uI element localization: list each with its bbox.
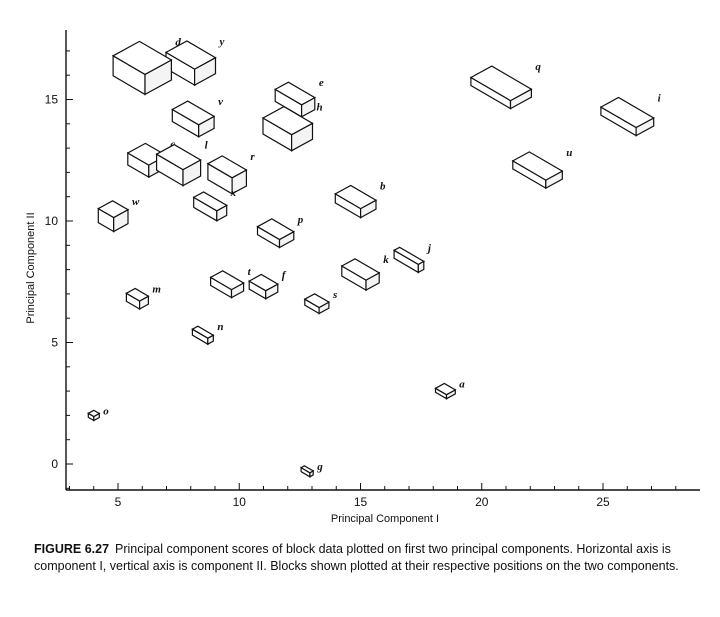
block-i: i bbox=[599, 92, 662, 137]
block-top-face bbox=[334, 184, 378, 210]
block-w: w bbox=[97, 196, 140, 233]
x-tick-label: 20 bbox=[475, 495, 489, 509]
block-label-s: s bbox=[332, 289, 337, 301]
block-label-u: u bbox=[566, 147, 572, 159]
blocks-layer: y d q e i v h c l u r b x w p j k t f m s n a o g bbox=[87, 36, 662, 478]
block-t: t bbox=[209, 266, 252, 299]
block-top-face bbox=[87, 409, 101, 418]
block-top-face bbox=[340, 258, 381, 281]
block-j: j bbox=[392, 242, 432, 274]
block-label-w: w bbox=[132, 196, 140, 208]
block-top-face bbox=[261, 105, 314, 136]
block-label-d: d bbox=[175, 36, 181, 48]
x-tick-label: 25 bbox=[596, 495, 610, 509]
axes-layer: 5 10 15 20 25 0 5 10 15 bbox=[45, 30, 700, 509]
block-top-face bbox=[247, 273, 280, 292]
block-o: o bbox=[87, 405, 109, 422]
block-label-a: a bbox=[459, 379, 465, 391]
block-label-l: l bbox=[205, 140, 209, 152]
x-tick-label: 15 bbox=[354, 495, 368, 509]
block-label-e: e bbox=[319, 77, 324, 89]
block-x: x bbox=[192, 187, 237, 222]
block-r: r bbox=[206, 151, 255, 195]
block-top-face bbox=[299, 465, 315, 474]
principal-component-chart: 5 10 15 20 25 0 5 10 15 y d q e i v h c l u r b x w p j k t f m s n a o… bbox=[25, 30, 700, 525]
block-top-face bbox=[273, 81, 317, 106]
block-m: m bbox=[125, 284, 161, 311]
figure-caption: FIGURE 6.27 Principal component scores of… bbox=[34, 541, 714, 575]
block-top-face bbox=[164, 40, 217, 70]
block-label-t: t bbox=[248, 266, 252, 278]
block-label-x: x bbox=[230, 187, 237, 199]
block-k: k bbox=[340, 254, 389, 292]
block-top-face bbox=[191, 325, 215, 339]
block-label-m: m bbox=[152, 284, 161, 296]
caption-text: Principal component scores of block data… bbox=[34, 542, 679, 573]
block-label-c: c bbox=[170, 138, 175, 150]
block-h: h bbox=[261, 102, 323, 152]
block-top-face bbox=[392, 246, 426, 266]
block-label-p: p bbox=[297, 214, 304, 226]
block-top-face bbox=[434, 382, 457, 396]
block-s: s bbox=[303, 289, 337, 315]
block-top-face bbox=[192, 191, 228, 212]
block-g: g bbox=[299, 461, 323, 478]
block-top-face bbox=[599, 96, 655, 129]
figure-number: FIGURE 6.27 bbox=[34, 542, 110, 556]
y-tick-label: 15 bbox=[45, 93, 59, 107]
block-top-face bbox=[256, 218, 296, 241]
block-label-j: j bbox=[426, 242, 432, 254]
block-label-r: r bbox=[250, 151, 255, 163]
block-top-face bbox=[209, 270, 245, 291]
y-tick-label: 10 bbox=[45, 214, 59, 228]
block-top-face bbox=[469, 65, 533, 102]
block-q: q bbox=[469, 61, 541, 110]
block-a: a bbox=[434, 379, 465, 400]
y-axis-title: Principal Component II bbox=[25, 212, 37, 323]
block-b: b bbox=[334, 181, 386, 219]
block-l: l bbox=[155, 140, 209, 187]
block-f: f bbox=[247, 270, 287, 300]
block-top-face bbox=[303, 293, 331, 309]
block-label-g: g bbox=[316, 461, 323, 473]
block-u: u bbox=[511, 147, 572, 190]
x-tick-label: 5 bbox=[115, 495, 122, 509]
block-top-face bbox=[171, 100, 216, 126]
block-label-q: q bbox=[535, 61, 541, 73]
block-top-face bbox=[125, 287, 150, 302]
block-label-v: v bbox=[218, 96, 223, 108]
block-top-face bbox=[155, 143, 202, 171]
y-tick-label: 5 bbox=[51, 336, 58, 350]
block-label-f: f bbox=[282, 270, 287, 282]
block-label-h: h bbox=[317, 102, 323, 114]
block-p: p bbox=[256, 214, 304, 249]
block-top-face bbox=[511, 151, 564, 181]
block-label-o: o bbox=[103, 405, 109, 417]
y-tick-label: 0 bbox=[51, 457, 58, 471]
block-label-i: i bbox=[658, 92, 662, 104]
block-n: n bbox=[191, 321, 223, 346]
block-label-y: y bbox=[218, 36, 225, 48]
block-top-face bbox=[206, 155, 248, 179]
block-top-face bbox=[97, 200, 130, 219]
block-label-k: k bbox=[383, 254, 389, 266]
block-label-b: b bbox=[380, 181, 386, 193]
block-d: d bbox=[111, 36, 181, 96]
block-v: v bbox=[171, 96, 223, 138]
block-label-n: n bbox=[217, 321, 223, 333]
x-axis-title: Principal Component I bbox=[331, 513, 439, 525]
block-top-face bbox=[111, 40, 173, 76]
x-tick-label: 10 bbox=[233, 495, 247, 509]
